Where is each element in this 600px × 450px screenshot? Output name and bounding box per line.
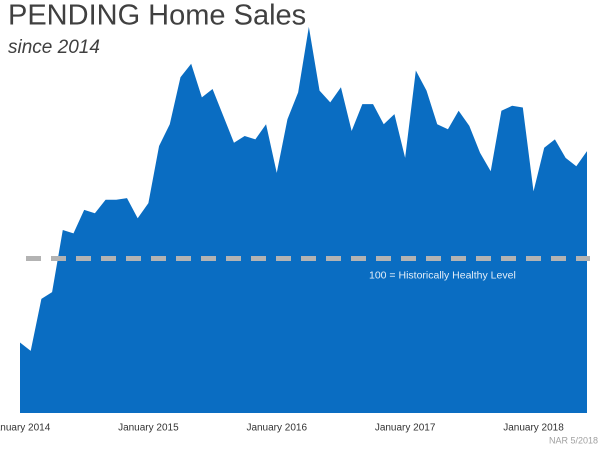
x-tick-label: January 2016 — [246, 423, 307, 434]
x-tick-label: January 2015 — [118, 423, 179, 434]
area — [20, 26, 587, 414]
source: NAR 5/2018 — [549, 435, 598, 445]
chart-subtitle: since 2014 — [8, 37, 100, 58]
reference-label: 100 = Historically Healthy Level — [369, 269, 516, 281]
x-tick-label: January 2017 — [375, 423, 436, 434]
chart-title: PENDING Home Sales — [8, 0, 306, 32]
x-tick-label: January 2014 — [0, 423, 51, 434]
x-tick-label: January 2018 — [503, 423, 564, 434]
